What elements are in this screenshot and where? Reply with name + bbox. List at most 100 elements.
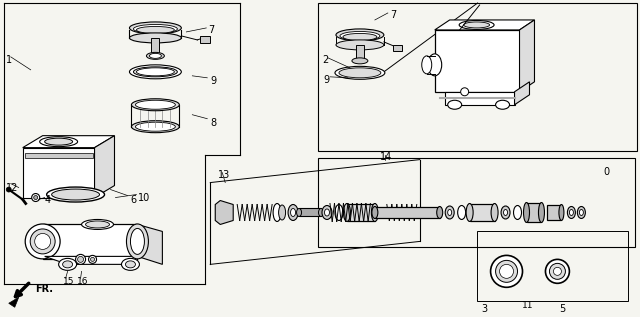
Bar xyxy=(547,204,561,220)
Ellipse shape xyxy=(466,204,473,222)
Ellipse shape xyxy=(545,259,570,283)
Polygon shape xyxy=(95,136,115,197)
Ellipse shape xyxy=(131,229,145,254)
Text: 8: 8 xyxy=(211,118,216,128)
Ellipse shape xyxy=(125,261,136,268)
Bar xyxy=(435,30,520,92)
Text: 6: 6 xyxy=(131,195,136,204)
Ellipse shape xyxy=(352,58,368,64)
Ellipse shape xyxy=(273,204,281,222)
Ellipse shape xyxy=(322,205,332,219)
Polygon shape xyxy=(22,136,115,148)
Text: 1: 1 xyxy=(6,55,12,65)
Polygon shape xyxy=(515,82,529,105)
Ellipse shape xyxy=(459,21,494,29)
Ellipse shape xyxy=(422,56,432,74)
Ellipse shape xyxy=(491,204,498,222)
Ellipse shape xyxy=(40,137,77,147)
Text: 10: 10 xyxy=(138,192,150,203)
Circle shape xyxy=(6,187,12,192)
Bar xyxy=(318,3,637,151)
Ellipse shape xyxy=(568,206,575,218)
Ellipse shape xyxy=(448,100,461,109)
Text: 2: 2 xyxy=(322,55,328,65)
Bar xyxy=(200,36,211,43)
Ellipse shape xyxy=(136,68,174,76)
Bar xyxy=(318,158,636,247)
Text: 14: 14 xyxy=(380,152,392,162)
Circle shape xyxy=(34,196,38,199)
Ellipse shape xyxy=(35,233,51,249)
Bar xyxy=(470,204,495,222)
Polygon shape xyxy=(215,201,233,224)
Text: 11: 11 xyxy=(522,301,533,310)
Polygon shape xyxy=(138,224,163,264)
Ellipse shape xyxy=(343,33,377,40)
Ellipse shape xyxy=(291,209,296,217)
Text: 9: 9 xyxy=(211,76,216,86)
Ellipse shape xyxy=(147,52,164,59)
Ellipse shape xyxy=(335,204,343,220)
Ellipse shape xyxy=(500,264,513,278)
Text: 4: 4 xyxy=(45,195,51,204)
Ellipse shape xyxy=(136,100,175,109)
Ellipse shape xyxy=(550,263,565,279)
Ellipse shape xyxy=(136,26,174,33)
Bar xyxy=(375,206,440,218)
Text: 15: 15 xyxy=(63,277,74,286)
Ellipse shape xyxy=(491,256,522,287)
Circle shape xyxy=(76,254,86,264)
Ellipse shape xyxy=(372,206,378,218)
Ellipse shape xyxy=(81,219,113,230)
Ellipse shape xyxy=(428,54,442,76)
Ellipse shape xyxy=(570,210,573,216)
Ellipse shape xyxy=(495,100,509,109)
Bar xyxy=(477,231,628,301)
Ellipse shape xyxy=(559,204,564,220)
Ellipse shape xyxy=(25,224,60,259)
Ellipse shape xyxy=(127,224,148,259)
Text: 12: 12 xyxy=(6,183,18,192)
Ellipse shape xyxy=(524,203,529,223)
Text: 16: 16 xyxy=(77,277,88,286)
Ellipse shape xyxy=(436,206,443,218)
Ellipse shape xyxy=(296,209,301,217)
Ellipse shape xyxy=(463,22,490,28)
Ellipse shape xyxy=(136,122,175,131)
Ellipse shape xyxy=(504,210,508,216)
Text: 13: 13 xyxy=(218,170,230,180)
Ellipse shape xyxy=(131,121,179,133)
Ellipse shape xyxy=(336,29,384,41)
Bar xyxy=(25,152,93,158)
Ellipse shape xyxy=(30,229,55,254)
Ellipse shape xyxy=(129,65,181,79)
Ellipse shape xyxy=(129,22,181,34)
Ellipse shape xyxy=(336,40,384,50)
Circle shape xyxy=(90,257,95,262)
Ellipse shape xyxy=(335,66,385,79)
Bar xyxy=(347,204,375,222)
Ellipse shape xyxy=(131,99,179,111)
Text: 3: 3 xyxy=(481,304,488,314)
Bar xyxy=(22,148,95,197)
Ellipse shape xyxy=(495,260,518,282)
Bar xyxy=(43,224,138,259)
Ellipse shape xyxy=(339,68,381,78)
Text: 9: 9 xyxy=(323,75,329,85)
Ellipse shape xyxy=(129,33,181,43)
Ellipse shape xyxy=(501,206,510,219)
Ellipse shape xyxy=(579,210,584,216)
Ellipse shape xyxy=(149,53,161,58)
Bar xyxy=(393,45,402,51)
Ellipse shape xyxy=(577,206,586,218)
Circle shape xyxy=(32,194,40,202)
Ellipse shape xyxy=(52,189,100,200)
Circle shape xyxy=(461,88,468,96)
Polygon shape xyxy=(445,92,515,105)
Text: 7: 7 xyxy=(208,25,214,35)
Ellipse shape xyxy=(122,258,140,270)
Polygon shape xyxy=(45,256,138,264)
Bar xyxy=(356,45,364,61)
Ellipse shape xyxy=(63,261,72,268)
Bar xyxy=(299,209,321,217)
